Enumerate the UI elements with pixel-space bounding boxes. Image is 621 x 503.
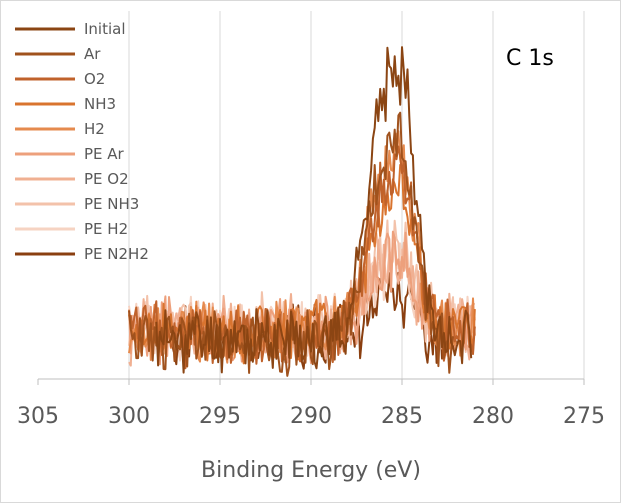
legend-label-h2: H2	[84, 120, 105, 138]
legend-label-pe-h2: PE H2	[84, 220, 128, 238]
x-tick-label-305: 305	[17, 404, 59, 429]
legend-label-pe-o2: PE O2	[84, 170, 129, 188]
x-tick-label-285: 285	[381, 404, 423, 429]
legend-label-pe-n2h2: PE N2H2	[84, 245, 149, 263]
x-tick-label-280: 280	[472, 404, 514, 429]
x-tick-label-300: 300	[108, 404, 150, 429]
x-tick-label-295: 295	[199, 404, 241, 429]
series-line-initial	[155, 46, 473, 374]
legend-label-nh3: NH3	[84, 95, 116, 113]
x-tick-label-290: 290	[290, 404, 332, 429]
chart-annotation: C 1s	[506, 46, 554, 71]
legend-label-initial: Initial	[84, 20, 126, 38]
legend-label-ar: Ar	[84, 45, 101, 63]
legend-label-o2: O2	[84, 70, 105, 88]
series-group	[128, 46, 476, 377]
legend-label-pe-nh3: PE NH3	[84, 195, 139, 213]
legend-label-pe-ar: PE Ar	[84, 145, 125, 163]
legend: Initial Ar O2 NH3 H2 PE Ar PE O2 PE NH3 PE H2 PE …	[15, 20, 149, 263]
x-axis: 305 300 295 290 285 280 275	[17, 378, 605, 429]
x-tick-label-275: 275	[563, 404, 605, 429]
x-axis-title: Binding Energy (eV)	[201, 458, 421, 483]
